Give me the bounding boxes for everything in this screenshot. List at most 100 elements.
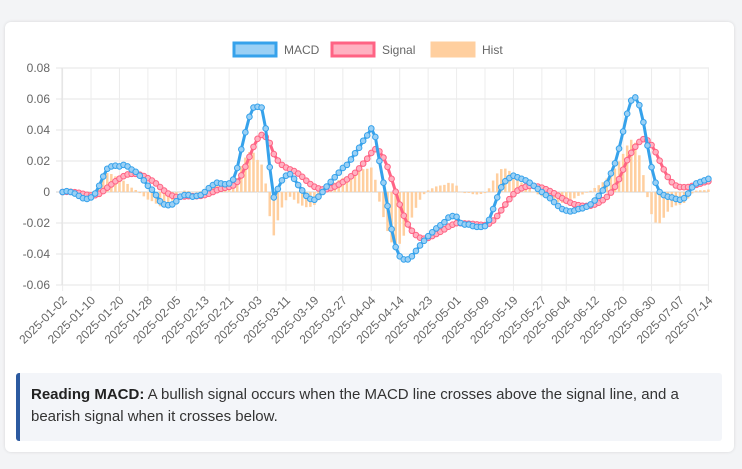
signal-point	[392, 188, 399, 195]
signal-point	[652, 148, 659, 156]
macd-point	[546, 194, 554, 202]
macd-point	[412, 247, 420, 255]
macd-chart: MACD Signal Hist 0.08 0.06 0.04 0.02 0 -0.02 -0.…	[16, 41, 716, 347]
y-tick-label: 0.02	[27, 154, 51, 168]
macd-point	[335, 169, 343, 176]
hist-bar	[374, 179, 377, 192]
hist-bar	[357, 171, 361, 192]
signal-point	[396, 201, 404, 208]
y-tick-label: -0.02	[23, 216, 51, 230]
macd-point	[132, 168, 140, 176]
macd-point	[453, 213, 460, 221]
y-axis: 0.08 0.06 0.04 0.02 0 -0.02 -0.04 -0.06	[23, 61, 51, 292]
hist-bar	[122, 180, 125, 192]
signal-point	[656, 157, 663, 164]
macd-point	[270, 194, 278, 201]
hist-bar	[394, 192, 397, 248]
macd-point	[485, 216, 493, 224]
macd-point	[351, 149, 359, 157]
macd-point	[497, 184, 505, 191]
hist-bar	[199, 191, 202, 192]
hist-bar	[694, 190, 698, 192]
signal-point	[607, 189, 615, 196]
hist-bar	[577, 192, 580, 196]
macd-point	[441, 218, 448, 226]
signal-point	[611, 183, 619, 191]
y-tick-label: 0.04	[27, 123, 51, 137]
macd-point	[615, 145, 623, 152]
macd-point	[246, 113, 253, 121]
hist-bar	[146, 192, 150, 200]
macd-point	[140, 177, 148, 184]
hist-bar	[512, 173, 515, 192]
macd-point	[278, 177, 286, 184]
hist-bar	[646, 192, 649, 198]
macd-point	[420, 237, 428, 245]
hist-bar	[276, 192, 280, 221]
hist-bar	[625, 145, 629, 192]
macd-point	[87, 194, 95, 201]
signal-point	[355, 165, 363, 172]
hist-bar	[422, 192, 426, 195]
macd-point	[631, 94, 639, 101]
hist-bar	[479, 192, 483, 195]
macd-point	[363, 132, 371, 139]
hist-bar	[451, 183, 454, 192]
macd-point	[229, 176, 237, 183]
macd-point	[392, 243, 399, 251]
macd-point	[380, 179, 387, 186]
hist-bar	[183, 190, 186, 192]
signal-point	[404, 221, 412, 228]
signal-point	[660, 166, 668, 173]
hist-bar	[690, 192, 694, 194]
macd-point	[294, 181, 302, 189]
hist-bar	[361, 169, 365, 192]
macd-point	[684, 190, 692, 197]
macd-point	[623, 110, 631, 118]
macd-point	[136, 172, 144, 180]
signal-point	[274, 157, 282, 164]
hist-bar	[410, 192, 414, 218]
macd-point	[315, 193, 322, 200]
legend-swatch-macd	[232, 41, 278, 58]
hist-bar	[365, 168, 369, 192]
macd-point	[258, 104, 265, 111]
hist-bar	[288, 192, 292, 197]
hist-bar	[268, 192, 271, 217]
note-label: Reading MACD:	[31, 386, 145, 403]
hist-bar	[491, 180, 495, 192]
hist-bar	[398, 192, 401, 244]
hist-bar	[666, 192, 670, 212]
macd-point	[408, 253, 416, 260]
signal-point	[367, 149, 375, 157]
macd-point	[595, 192, 603, 200]
macd-point	[388, 225, 395, 233]
signal-point	[246, 153, 253, 161]
hist-bar	[601, 182, 605, 192]
hist-bar	[382, 192, 385, 218]
macd-point	[233, 164, 241, 172]
signal-point	[363, 155, 371, 162]
hist-bar	[211, 185, 215, 192]
macd-point	[591, 197, 598, 204]
signal-point	[380, 154, 387, 161]
macd-point	[599, 187, 607, 194]
hist-bar	[564, 192, 568, 202]
macd-point	[688, 184, 696, 191]
hist-bar	[581, 192, 584, 195]
hist-bar	[292, 192, 296, 200]
macd-point	[644, 142, 651, 149]
hist-bar	[418, 192, 422, 200]
signal-point	[615, 175, 623, 183]
macd-point	[298, 187, 306, 194]
macd-point	[607, 170, 615, 177]
hist-bar	[707, 189, 710, 192]
hist-bar	[244, 157, 247, 192]
signal-point	[152, 180, 160, 187]
macd-point	[201, 188, 209, 196]
signal-point	[298, 173, 306, 181]
macd-point	[347, 156, 355, 163]
hist-bar	[528, 188, 531, 192]
hist-bar	[296, 192, 300, 204]
signal-point	[502, 201, 509, 208]
